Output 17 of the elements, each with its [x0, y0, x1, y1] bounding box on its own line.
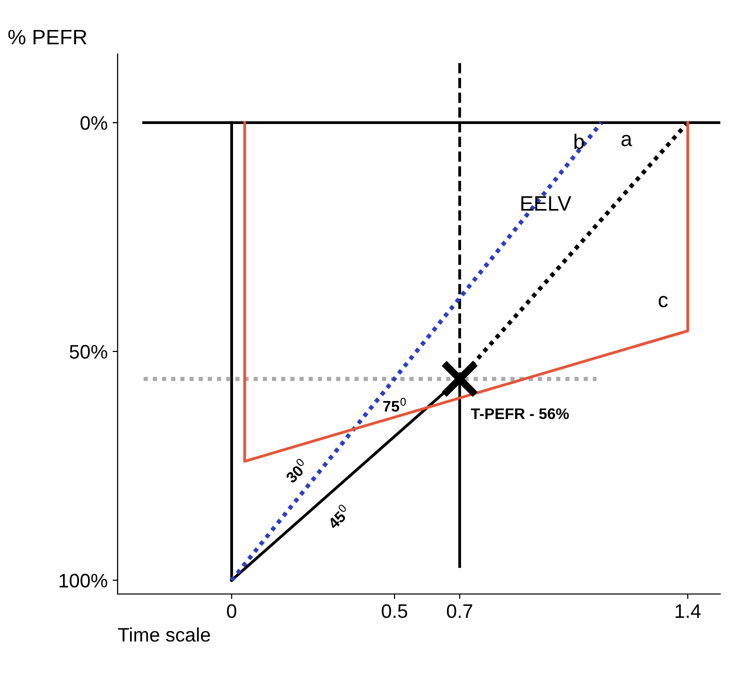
annotation: 30$^{0}$ [282, 458, 310, 484]
y-tick-label: 0% [80, 116, 108, 130]
y-axis-title: % PEFR [8, 30, 86, 44]
series-label: c [658, 296, 668, 308]
annotation: T-PEFR - 56% [470, 408, 569, 420]
series-label: a [621, 134, 632, 146]
annotation: 75$^{0}$ [383, 398, 406, 412]
y-tick-label: 50% [70, 344, 108, 359]
x-tick-label: 0.7 [446, 604, 472, 618]
annotation: 45$^{0}$ [325, 504, 352, 530]
annotation: EELV [521, 196, 572, 211]
y-tick-label: 100% [60, 574, 108, 588]
x-tick-label: 0.5 [382, 604, 408, 618]
x-tick-label: 1.4 [676, 604, 701, 618]
x-axis-title: Time scale [118, 627, 210, 642]
series-label: b [574, 134, 584, 150]
x-tick-label: 0 [226, 604, 236, 618]
